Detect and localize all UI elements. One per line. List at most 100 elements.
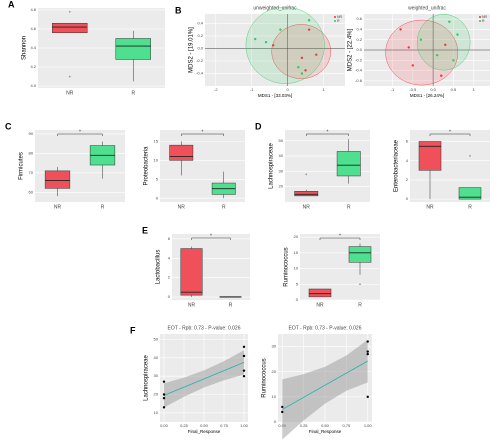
point [242,374,246,378]
x-tick-label: -2 [214,87,218,92]
y-tick-label: 0.4 [197,20,203,25]
point [399,28,402,31]
box [418,141,442,171]
point [307,28,311,31]
outlier [68,10,71,13]
confidence-band [282,339,368,440]
point [300,56,304,60]
legend-swatch [334,16,336,18]
y-axis-label: MDS2 - [22.4%] [348,28,354,71]
x-tick-label: R [229,302,233,308]
y-axis-label: Proteobacteria [144,146,150,186]
y-tick-label: 0.4 [356,26,362,31]
y-tick-label: 4.0 [30,83,36,88]
y-tick-label: -0.6 [355,78,363,83]
point [448,20,451,23]
y-axis-label: Firmicutes [19,152,25,180]
y-tick-label: 90 [29,131,34,136]
legend-swatch [334,20,336,22]
y-tick-label: 20 [279,184,284,189]
x-tick-label: -1 [391,87,395,92]
point [264,40,268,44]
x-tick-label: 0 [286,87,289,92]
x-tick-label: -1 [250,87,254,92]
point [304,69,307,72]
y-tick-label: 4.8 [30,7,36,12]
y-tick-label: 70 [29,170,34,175]
y-tick-label: 0 [156,195,159,200]
x-axis-label: Final_Response [188,429,221,434]
point [407,46,410,49]
point [456,33,459,36]
y-tick-label: 10 [294,266,299,271]
point [281,410,284,414]
outlier [68,75,71,78]
point [366,350,369,353]
point [162,393,166,396]
point [162,396,166,400]
y-tick-label: 10 [272,394,277,399]
y-tick-label: 30 [279,168,284,173]
point [242,354,246,358]
confidence-ellipse [271,24,331,79]
y-axis-label: Lachnospiraceae [144,354,150,400]
x-tick-label: 0.50 [200,423,209,428]
y-tick-label: 0 [274,419,277,424]
y-axis-label: Ruminococcus [262,358,268,397]
y-tick-label: 20 [272,369,277,374]
x-tick-label: NR [316,302,324,308]
panel-label: A [8,0,15,9]
y-tick-label: 80 [29,150,34,155]
x-axis-label: MDS1 - [33.03%] [258,93,292,98]
y-tick-label: 0 [168,294,171,299]
y-tick-label: 5 [296,281,299,286]
box [458,187,482,200]
x-axis-label: Final_Response [309,429,342,434]
x-tick-label: 1.00 [240,423,249,428]
y-tick-label: 0.0 [197,45,203,50]
box [115,38,151,60]
box [169,144,194,161]
y-tick-label: 40 [154,355,159,360]
confidence-ellipse [416,14,471,71]
box [308,288,332,298]
significance-label: * [202,129,204,135]
y-tick-label: 0.2 [197,33,203,38]
outlier [359,283,361,286]
y-tick-label: 2 [168,275,171,280]
x-tick-label: 1 [473,87,476,92]
panel-label: E [142,225,148,235]
y-axis-label: Enterobacteriaceae [394,139,400,192]
y-tick-label: 10 [154,157,159,162]
outlier [305,173,308,176]
x-tick-label: NR [303,204,311,210]
significance-bracket [191,237,231,240]
x-tick-label: NR [426,204,434,210]
y-tick-label: 50 [279,138,284,143]
x-tick-label: R [358,302,362,308]
y-tick-label: 20 [294,234,299,239]
y-axis-label: Ruminococcus [284,247,290,286]
point [242,369,246,372]
legend-swatch [479,20,481,22]
point [162,406,166,409]
y-axis-label: Lactobacillus [156,250,162,285]
y-tick-label: 50 [154,337,159,342]
x-tick-label: R [347,204,351,210]
point [300,72,304,75]
x-tick-label: R [131,90,135,96]
y-axis-label: Shannon [22,36,28,60]
box [336,151,361,177]
point [162,380,166,383]
panel-label: B [175,5,182,15]
point [440,74,443,77]
plot-background [35,130,125,202]
plot-background [205,14,345,86]
chart-title: weighted_unifrac [408,5,446,11]
x-tick-label: 0.5 [451,87,457,92]
point [272,44,275,47]
y-tick-label: -0.2 [355,57,363,62]
x-tick-label: 1.00 [364,423,373,428]
y-axis-label: MDS2 - [19.01%] [189,27,195,73]
fit-line [163,362,245,396]
